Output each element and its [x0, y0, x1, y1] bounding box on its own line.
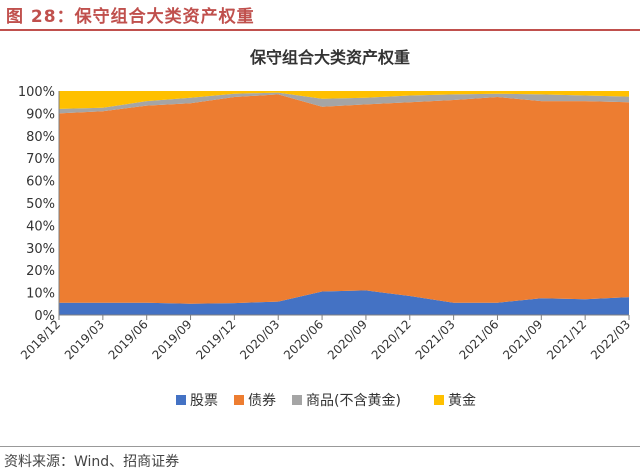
x-tick-label: 2020/09 [325, 317, 370, 362]
y-tick-label: 60% [26, 175, 55, 190]
y-tick-label: 100% [18, 85, 55, 100]
title-rule [0, 29, 640, 31]
legend-swatch-0 [176, 395, 186, 405]
x-tick-label: 2021/06 [456, 317, 501, 362]
y-tick-label: 70% [26, 152, 55, 167]
stacked-area-chart: 保守组合大类资产权重 0% 10% 20% 30% 40% 50% 60% 70% 80% 90%… [18, 48, 633, 409]
legend-label-2: 商品(不含黄金) [306, 392, 401, 409]
x-tick-label: 2021/09 [500, 317, 545, 362]
x-tick-label: 2020/06 [281, 317, 326, 362]
x-tick-label: 2022/03 [588, 317, 633, 362]
series-area-1 [59, 94, 629, 304]
y-axis: 0% 10% 20% 30% 40% 50% 60% 70% 80% 90% 100% [18, 85, 60, 324]
y-tick-label: 50% [26, 197, 55, 212]
y-tick-label: 90% [26, 107, 55, 122]
legend-label-1: 债券 [248, 393, 276, 409]
x-tick-label: 2019/06 [106, 317, 151, 362]
x-tick-label: 2020/03 [237, 317, 282, 362]
x-tick-label: 2019/09 [150, 317, 195, 362]
y-tick-label: 0% [34, 309, 55, 324]
legend-swatch-3 [434, 395, 444, 405]
chart-title: 保守组合大类资产权重 [249, 48, 410, 67]
y-tick-label: 40% [26, 219, 55, 234]
series-area-2 [59, 92, 629, 114]
y-tick-label: 10% [26, 287, 55, 302]
x-axis: 2018/122019/032019/062019/092019/122020/… [18, 314, 633, 362]
legend: 股票 债券 商品(不含黄金) 黄金 [176, 392, 476, 409]
legend-label-0: 股票 [190, 393, 218, 409]
source-note: 资料来源：Wind、招商证券 [4, 454, 180, 470]
legend-swatch-1 [234, 395, 244, 405]
legend-label-3: 黄金 [448, 392, 476, 409]
series-area-0 [59, 290, 629, 315]
x-tick-label: 2020/12 [369, 317, 414, 362]
x-tick-label: 2019/12 [193, 317, 238, 362]
x-tick-label: 2021/03 [413, 317, 458, 362]
x-tick-label: 2021/12 [544, 317, 589, 362]
y-tick-label: 30% [26, 242, 55, 257]
series-area-3 [59, 91, 629, 109]
x-tick-label: 2019/03 [62, 317, 107, 362]
source-rule [0, 446, 640, 447]
legend-swatch-2 [292, 395, 302, 405]
figure-title: 图 28：保守组合大类资产权重 [6, 7, 255, 27]
y-tick-label: 20% [26, 264, 55, 279]
area-layer [59, 91, 629, 315]
y-tick-label: 80% [26, 130, 55, 145]
